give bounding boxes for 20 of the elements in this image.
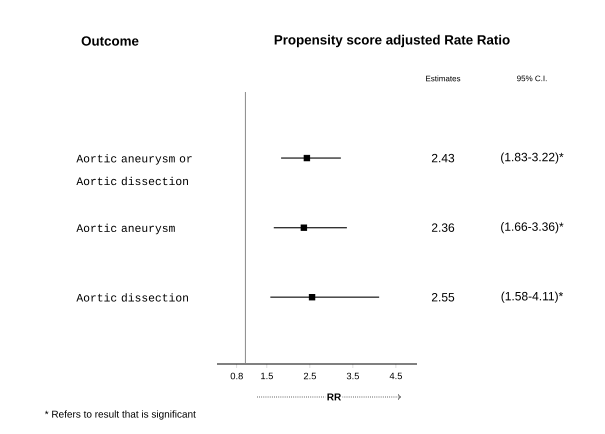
y-tick-label: Aortic aneurysm [76,224,175,234]
x-tick-label: 1.5 [261,372,273,380]
y-tick-label: Aortic aneurysm or Aortic dissection [76,154,192,186]
text: (1.83-3.22)* [501,152,564,164]
data-label: 2.36 [432,223,454,232]
chart-title: Propensity score adjusted Rate Ratio [274,34,510,48]
text: 95% C.I. [517,76,547,82]
y-tick-label: Aortic dissection [76,293,188,302]
x-tick-label: 2.5 [304,372,316,380]
x-tick-label: 0.8 [230,372,243,380]
x-tick-label: 4.5 [390,372,402,380]
x-axis-title: RR [327,394,342,400]
text: * Refers to result that is significant [44,410,196,420]
x-tick-label: 3.5 [346,372,360,380]
text: (1.66-3.36)* [501,222,564,234]
text: Estimates [426,75,460,82]
data-label: 2.55 [432,292,454,302]
text: (1.58-4.11)* [502,292,564,303]
data-label: 2.43 [432,154,454,162]
y-axis-title: Outcome [82,36,138,46]
